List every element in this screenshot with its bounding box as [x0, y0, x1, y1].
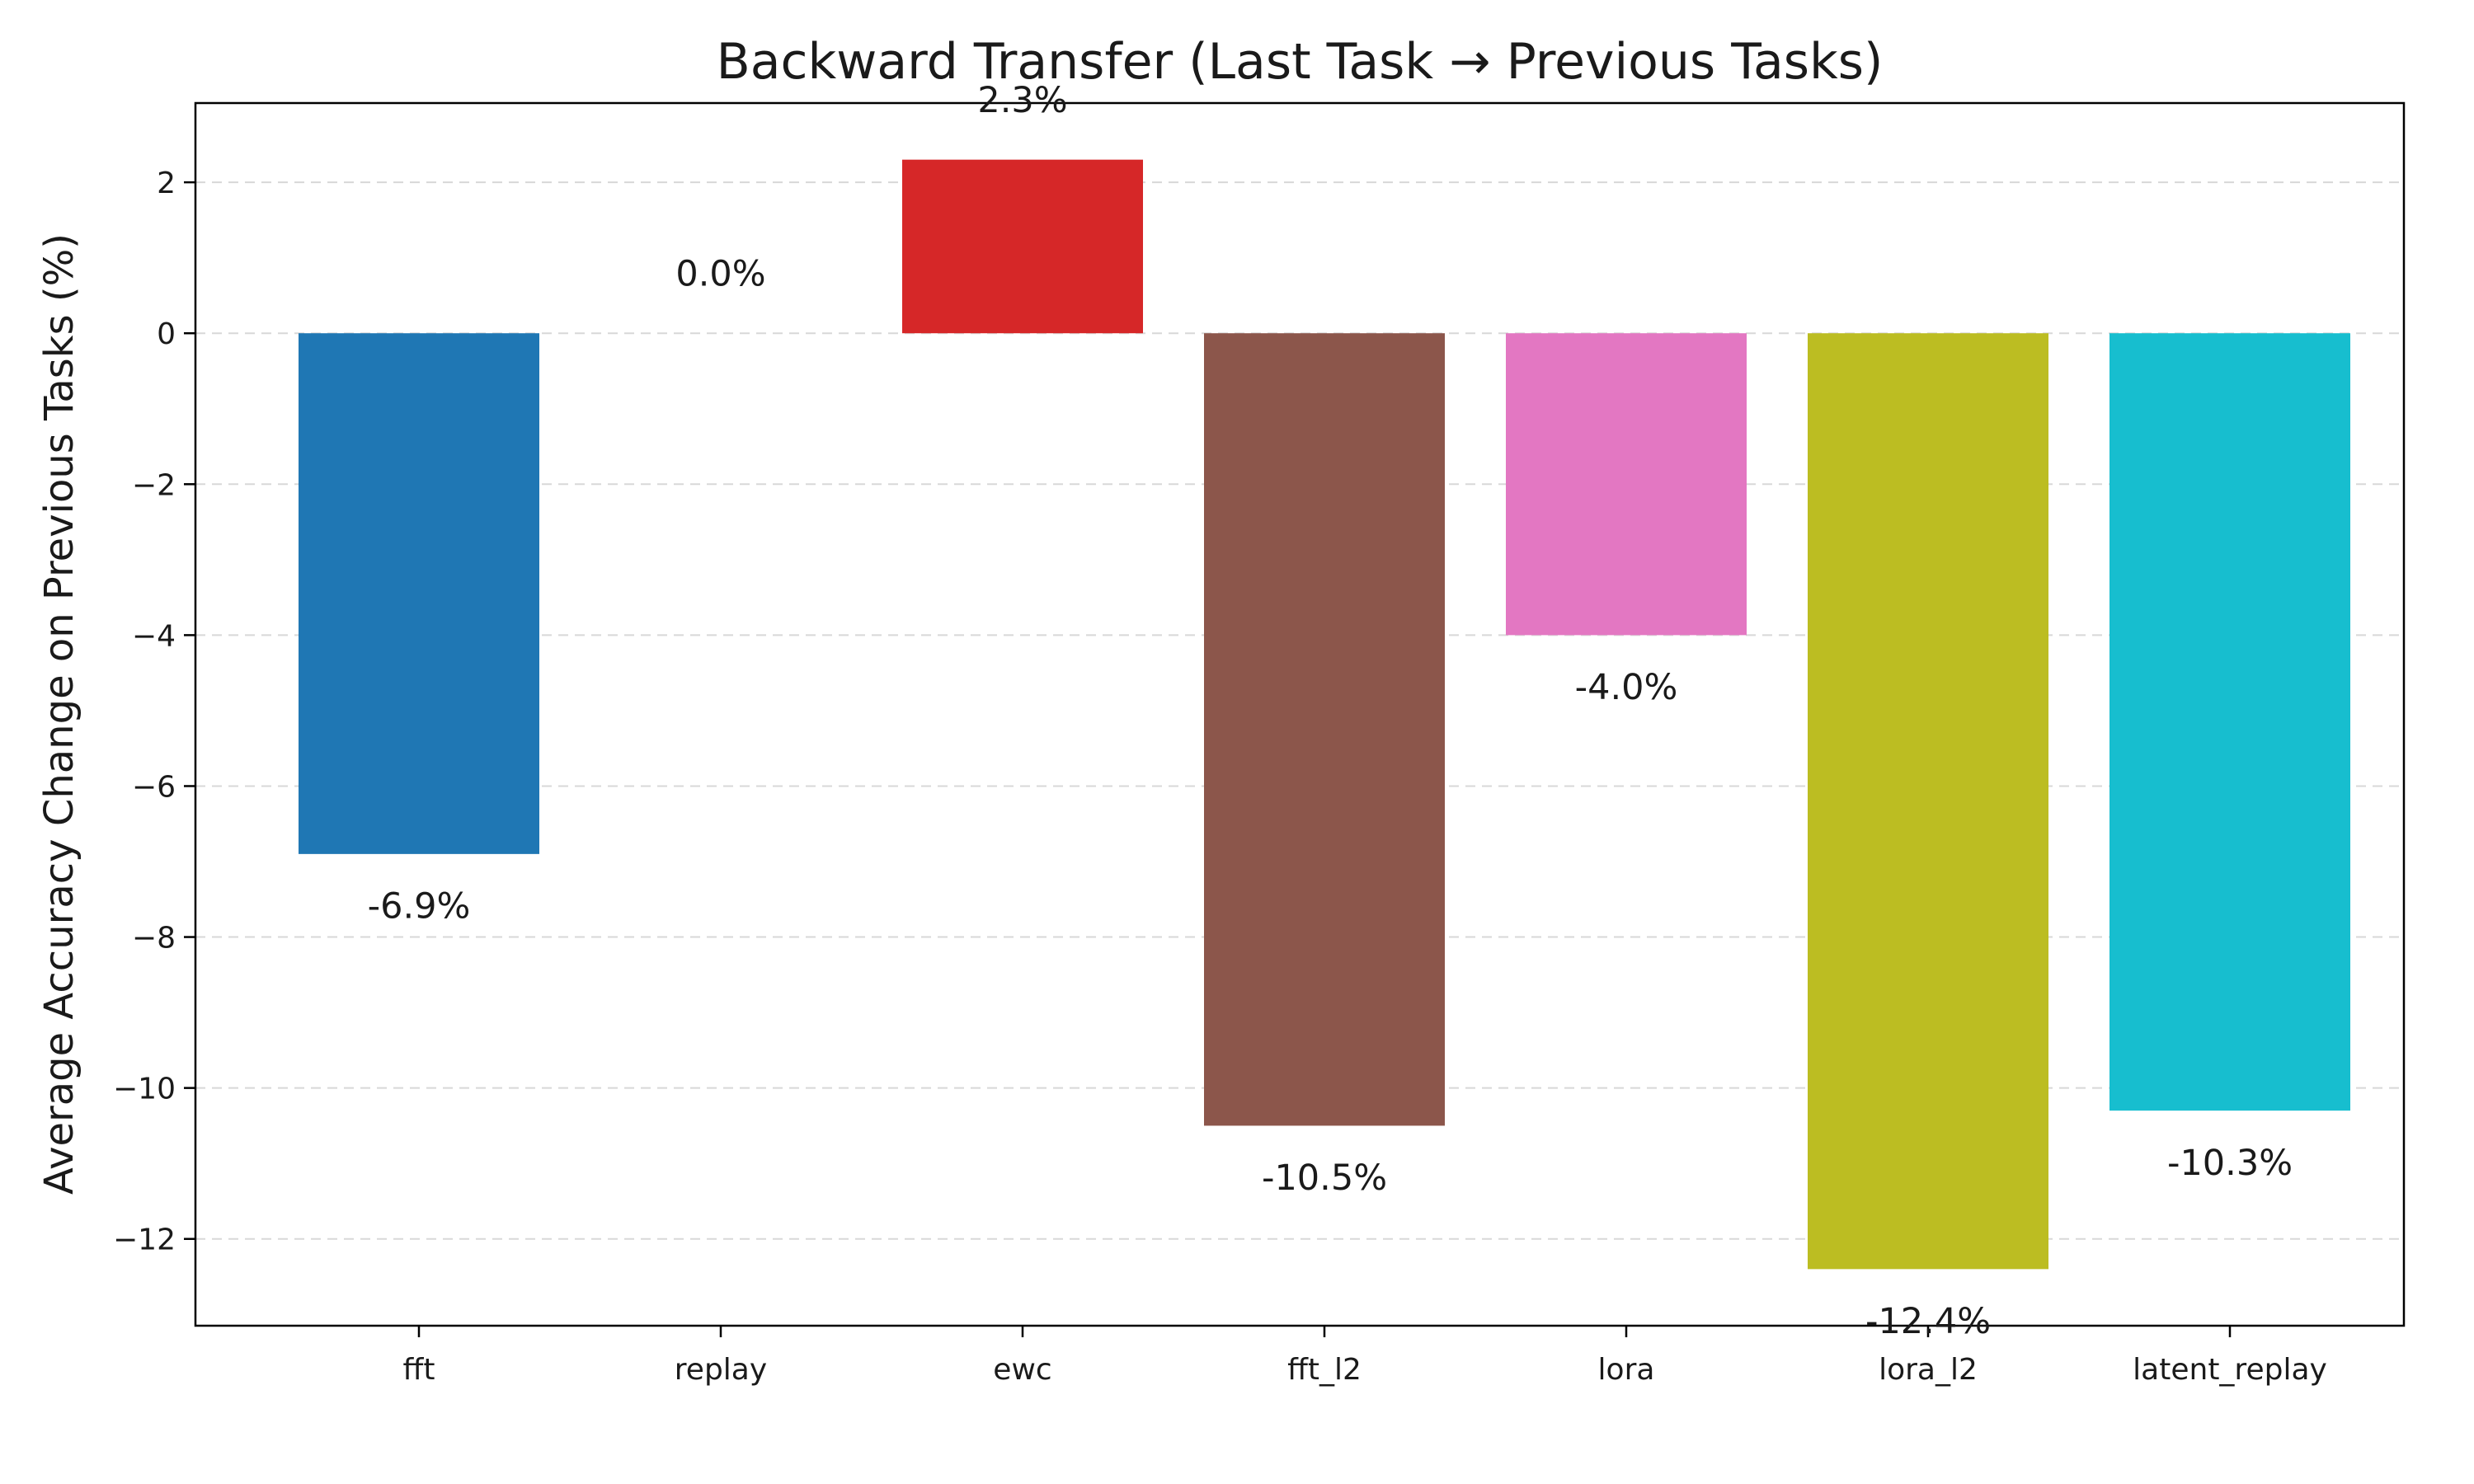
x-axis: fft replay ewc fft_l2 lora lora_l2 latent_repl…: [403, 1326, 2327, 1387]
bar-lora: [1506, 333, 1747, 636]
y-tick-label: −10: [113, 1073, 176, 1106]
y-tick-label: 0: [157, 317, 176, 351]
y-tick-label: −2: [132, 468, 176, 502]
value-label-lora_l2: -12.4%: [1865, 1301, 1991, 1342]
x-tick-label: lora: [1598, 1353, 1655, 1387]
value-label-replay: 0.0%: [675, 253, 765, 294]
x-tick-label: replay: [675, 1353, 767, 1387]
bar-fft_l2: [1204, 333, 1445, 1126]
y-tick-label: −4: [132, 619, 176, 653]
value-label-lora: -4.0%: [1575, 667, 1678, 708]
x-tick-label: ewc: [993, 1353, 1051, 1387]
bar-fft: [299, 333, 539, 854]
value-label-fft: -6.9%: [368, 886, 471, 928]
y-axis-label: Average Accuracy Change on Previous Task…: [36, 233, 82, 1195]
y-tick-label: −6: [132, 770, 176, 804]
x-tick-label: latent_replay: [2133, 1353, 2327, 1387]
x-tick-label: fft_l2: [1287, 1353, 1362, 1387]
plot-frame: [194, 101, 2406, 1327]
y-tick-label: −12: [113, 1223, 176, 1257]
y-axis: 2 0 −2 −4 −6 −8 −10 −12: [113, 167, 195, 1257]
bar-layer: [299, 159, 2350, 1270]
x-tick-label: lora_l2: [1879, 1353, 1978, 1387]
x-tick-label: fft: [403, 1353, 435, 1387]
bar-lora_l2: [1808, 333, 2048, 1270]
value-label-fft_l2: -10.5%: [1262, 1158, 1387, 1199]
value-labels: -6.9% 0.0% 2.3% -10.5% -4.0% -12.4% -10.3%: [368, 80, 2293, 1342]
y-tick-label: −8: [132, 922, 176, 956]
bar-ewc: [902, 159, 1143, 334]
value-label-latent_replay: -10.3%: [2167, 1143, 2293, 1184]
value-label-ewc: 2.3%: [977, 80, 1067, 121]
chart-title: Backward Transfer (Last Task → Previous …: [717, 33, 1884, 91]
bar-latent_replay: [2109, 333, 2350, 1111]
y-tick-label: 2: [157, 167, 176, 200]
